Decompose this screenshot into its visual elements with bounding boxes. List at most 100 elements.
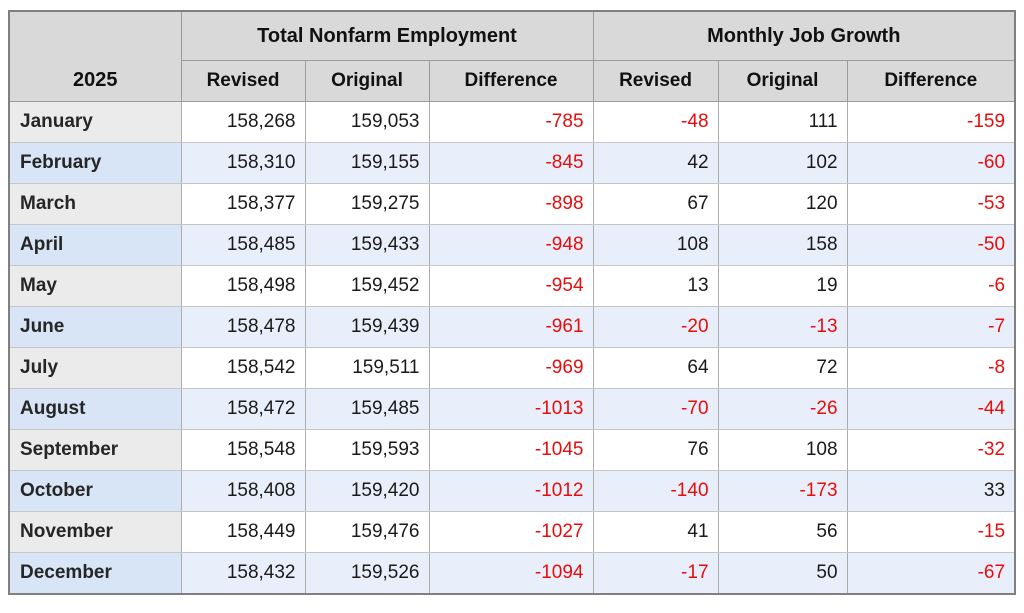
subheader-mjg-difference: Difference bbox=[846, 60, 1016, 102]
value-cell: 108 bbox=[717, 429, 848, 471]
month-cell: April bbox=[8, 224, 182, 266]
value-cell: -969 bbox=[428, 347, 594, 389]
value-cell: 67 bbox=[592, 183, 719, 225]
value-cell: 158,377 bbox=[180, 183, 306, 225]
month-cell: March bbox=[8, 183, 182, 225]
month-cell: November bbox=[8, 511, 182, 553]
value-cell: -50 bbox=[846, 224, 1016, 266]
table-row: March 158,377 159,275 -898 67 120 -53 bbox=[8, 183, 1016, 225]
year-header-cell: 2025 bbox=[8, 10, 182, 102]
value-cell: -954 bbox=[428, 265, 594, 307]
value-cell: -44 bbox=[846, 388, 1016, 430]
value-cell: 19 bbox=[717, 265, 848, 307]
subheader-mjg-revised: Revised bbox=[592, 60, 719, 102]
value-cell: 159,433 bbox=[304, 224, 430, 266]
value-cell: -1013 bbox=[428, 388, 594, 430]
value-cell: -67 bbox=[846, 552, 1016, 594]
table-body: January 158,268 159,053 -785 -48 111 -15… bbox=[8, 101, 1016, 594]
value-cell: -1094 bbox=[428, 552, 594, 594]
value-cell: -1027 bbox=[428, 511, 594, 553]
value-cell: 159,485 bbox=[304, 388, 430, 430]
table-row: April 158,485 159,433 -948 108 158 -50 bbox=[8, 224, 1016, 266]
value-cell: -140 bbox=[592, 470, 719, 512]
table-row: September 158,548 159,593 -1045 76 108 -… bbox=[8, 429, 1016, 471]
value-cell: 158,268 bbox=[180, 101, 306, 143]
value-cell: -1012 bbox=[428, 470, 594, 512]
value-cell: 42 bbox=[592, 142, 719, 184]
value-cell: 72 bbox=[717, 347, 848, 389]
subheader-mjg-original: Original bbox=[717, 60, 848, 102]
value-cell: 159,593 bbox=[304, 429, 430, 471]
value-cell: -948 bbox=[428, 224, 594, 266]
month-cell: January bbox=[8, 101, 182, 143]
value-cell: 158,432 bbox=[180, 552, 306, 594]
value-cell: 159,053 bbox=[304, 101, 430, 143]
table-row: October 158,408 159,420 -1012 -140 -173 … bbox=[8, 470, 1016, 512]
value-cell: -6 bbox=[846, 265, 1016, 307]
value-cell: -8 bbox=[846, 347, 1016, 389]
subheader-tne-revised: Revised bbox=[180, 60, 306, 102]
data-table: 2025 Total Nonfarm Employment Monthly Jo… bbox=[8, 10, 1017, 595]
table-row: December 158,432 159,526 -1094 -17 50 -6… bbox=[8, 552, 1016, 594]
value-cell: 159,511 bbox=[304, 347, 430, 389]
value-cell: 159,155 bbox=[304, 142, 430, 184]
value-cell: -961 bbox=[428, 306, 594, 348]
value-cell: -785 bbox=[428, 101, 594, 143]
month-cell: May bbox=[8, 265, 182, 307]
value-cell: 158,542 bbox=[180, 347, 306, 389]
value-cell: 158,548 bbox=[180, 429, 306, 471]
value-cell: 41 bbox=[592, 511, 719, 553]
month-cell: August bbox=[8, 388, 182, 430]
value-cell: 108 bbox=[592, 224, 719, 266]
table-row: July 158,542 159,511 -969 64 72 -8 bbox=[8, 347, 1016, 389]
value-cell: -159 bbox=[846, 101, 1016, 143]
value-cell: 158,472 bbox=[180, 388, 306, 430]
value-cell: -60 bbox=[846, 142, 1016, 184]
value-cell: 158,408 bbox=[180, 470, 306, 512]
table-row: January 158,268 159,053 -785 -48 111 -15… bbox=[8, 101, 1016, 143]
value-cell: -48 bbox=[592, 101, 719, 143]
value-cell: 33 bbox=[846, 470, 1016, 512]
table-row: June 158,478 159,439 -961 -20 -13 -7 bbox=[8, 306, 1016, 348]
table-row: February 158,310 159,155 -845 42 102 -60 bbox=[8, 142, 1016, 184]
value-cell: 64 bbox=[592, 347, 719, 389]
subheader-tne-original: Original bbox=[304, 60, 430, 102]
table-row: August 158,472 159,485 -1013 -70 -26 -44 bbox=[8, 388, 1016, 430]
month-cell: October bbox=[8, 470, 182, 512]
value-cell: 76 bbox=[592, 429, 719, 471]
value-cell: -17 bbox=[592, 552, 719, 594]
value-cell: 159,526 bbox=[304, 552, 430, 594]
table-header: 2025 Total Nonfarm Employment Monthly Jo… bbox=[8, 10, 1016, 102]
group-header-row: 2025 Total Nonfarm Employment Monthly Jo… bbox=[8, 10, 1016, 102]
value-cell: -1045 bbox=[428, 429, 594, 471]
value-cell: -26 bbox=[717, 388, 848, 430]
value-cell: 158,478 bbox=[180, 306, 306, 348]
value-cell: -13 bbox=[717, 306, 848, 348]
value-cell: 102 bbox=[717, 142, 848, 184]
month-cell: July bbox=[8, 347, 182, 389]
month-cell: June bbox=[8, 306, 182, 348]
value-cell: -53 bbox=[846, 183, 1016, 225]
value-cell: -845 bbox=[428, 142, 594, 184]
month-cell: December bbox=[8, 552, 182, 594]
value-cell: -15 bbox=[846, 511, 1016, 553]
value-cell: 159,420 bbox=[304, 470, 430, 512]
value-cell: 158 bbox=[717, 224, 848, 266]
value-cell: 56 bbox=[717, 511, 848, 553]
value-cell: -173 bbox=[717, 470, 848, 512]
value-cell: 13 bbox=[592, 265, 719, 307]
value-cell: -7 bbox=[846, 306, 1016, 348]
value-cell: 158,498 bbox=[180, 265, 306, 307]
value-cell: -70 bbox=[592, 388, 719, 430]
subheader-tne-difference: Difference bbox=[428, 60, 594, 102]
table-row: May 158,498 159,452 -954 13 19 -6 bbox=[8, 265, 1016, 307]
value-cell: 159,452 bbox=[304, 265, 430, 307]
value-cell: 159,275 bbox=[304, 183, 430, 225]
value-cell: -20 bbox=[592, 306, 719, 348]
table-row: November 158,449 159,476 -1027 41 56 -15 bbox=[8, 511, 1016, 553]
value-cell: 158,485 bbox=[180, 224, 306, 266]
value-cell: 120 bbox=[717, 183, 848, 225]
value-cell: 50 bbox=[717, 552, 848, 594]
value-cell: 159,439 bbox=[304, 306, 430, 348]
value-cell: 111 bbox=[717, 101, 848, 143]
